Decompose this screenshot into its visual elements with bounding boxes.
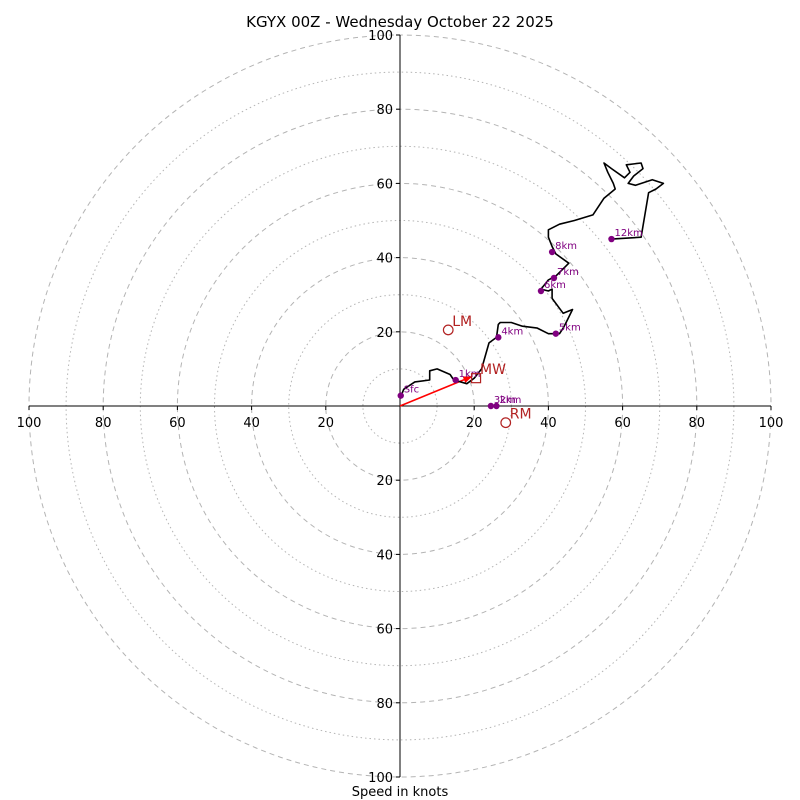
height-marker-label: 2km <box>499 395 521 406</box>
height-marker-dot <box>452 376 459 384</box>
storm-motion-label: LM <box>452 314 472 330</box>
storm-motion-circle <box>442 324 454 336</box>
height-marker-label: 12km <box>614 228 642 239</box>
y-tick-label: 100 <box>368 771 393 786</box>
x-tick-label: 100 <box>759 416 784 431</box>
storm-motion-label: MW <box>480 362 506 378</box>
height-marker-dot <box>397 392 404 399</box>
height-marker-dot <box>550 274 558 282</box>
y-tick-label: 40 <box>376 252 393 267</box>
x-tick-label: 80 <box>689 416 706 431</box>
height-marker-label: Sfc <box>404 385 419 396</box>
y-tick-label: 80 <box>376 103 393 118</box>
height-marker-label: 5km <box>559 323 581 334</box>
y-tick-label: 20 <box>376 326 393 341</box>
x-tick-label: 20 <box>466 416 483 431</box>
height-marker-label: 8km <box>555 241 577 252</box>
storm-motion-markers: LM MW RM <box>442 314 532 429</box>
x-tick-label: 40 <box>243 416 260 431</box>
height-marker-label: 1km <box>459 369 481 380</box>
x-tick-label: 80 <box>95 416 112 431</box>
height-marker-label: 3km <box>494 395 516 406</box>
y-tick-label: 80 <box>376 697 393 712</box>
storm-motion-circle <box>500 417 512 429</box>
x-tick-label: 40 <box>540 416 557 431</box>
storm-motion-square <box>470 373 482 384</box>
x-tick-label: 60 <box>614 416 631 431</box>
height-marker-dot <box>548 248 556 256</box>
x-tick-label: 20 <box>318 416 335 431</box>
height-marker-dot <box>495 334 502 341</box>
y-tick-label: 100 <box>368 29 393 44</box>
x-tick-label: 100 <box>17 416 42 431</box>
storm-motion-label: RM <box>510 407 532 423</box>
hodograph-trace-group <box>399 162 665 399</box>
y-tick-label: 60 <box>376 623 393 638</box>
height-marker-dot <box>493 402 500 410</box>
y-tick-label: 60 <box>376 177 393 192</box>
x-axis-label: Speed in knots <box>352 785 449 800</box>
y-tick-label: 40 <box>376 548 393 563</box>
height-marker-dot <box>552 330 560 337</box>
hodograph-trace <box>399 162 665 399</box>
chart-title: KGYX 00Z - Wednesday October 22 2025 <box>246 13 554 31</box>
height-marker-dot <box>537 287 545 295</box>
height-marker-label: 6km <box>544 280 566 291</box>
shear-vector-arrowhead <box>462 376 473 383</box>
tick-labels: 100 80 60 40 20 20 40 60 80 100 100 80 60 40 20 20 40 60 8… <box>17 29 784 786</box>
height-marker-label: 7km <box>557 267 579 278</box>
y-tick-label: 20 <box>376 474 393 489</box>
height-marker-dot <box>487 402 495 410</box>
x-tick-label: 60 <box>169 416 186 431</box>
height-marker-label: 4km <box>501 326 523 337</box>
height-marker-dot <box>608 235 615 243</box>
